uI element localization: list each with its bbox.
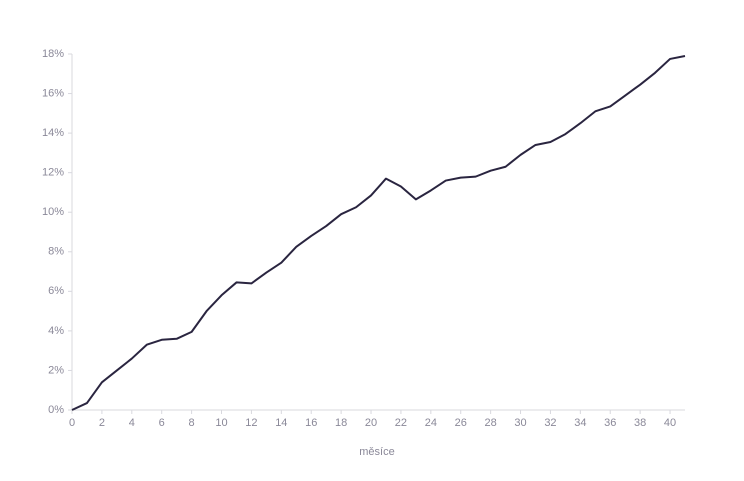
x-tick-label: 28 xyxy=(485,417,497,429)
x-tick-label: 2 xyxy=(99,417,105,429)
x-tick-label: 14 xyxy=(275,417,287,429)
x-tick-label: 16 xyxy=(305,417,317,429)
x-tick-label: 26 xyxy=(455,417,467,429)
y-tick-label: 2% xyxy=(48,364,64,376)
y-tick-label: 14% xyxy=(42,127,64,139)
x-tick-label: 34 xyxy=(574,417,586,429)
x-tick-label: 18 xyxy=(335,417,347,429)
x-tick-label: 6 xyxy=(159,417,165,429)
y-tick-label: 4% xyxy=(48,325,64,337)
y-tick-label: 8% xyxy=(48,246,64,258)
y-tick-label: 12% xyxy=(42,167,64,179)
x-tick-label: 24 xyxy=(425,417,437,429)
x-tick-label: 8 xyxy=(189,417,195,429)
x-tick-label: 22 xyxy=(395,417,407,429)
x-axis-label: měsíce xyxy=(359,446,394,458)
x-tick-label: 4 xyxy=(129,417,135,429)
y-tick-label: 16% xyxy=(42,87,64,99)
x-tick-label: 0 xyxy=(69,417,75,429)
x-tick-label: 38 xyxy=(634,417,646,429)
y-tick-label: 0% xyxy=(48,404,64,416)
x-tick-label: 20 xyxy=(365,417,377,429)
y-tick-label: 10% xyxy=(42,206,64,218)
x-tick-label: 10 xyxy=(215,417,227,429)
x-tick-label: 12 xyxy=(245,417,257,429)
x-tick-label: 30 xyxy=(514,417,526,429)
x-tick-label: 32 xyxy=(544,417,556,429)
x-tick-label: 40 xyxy=(664,417,676,429)
y-tick-label: 6% xyxy=(48,285,64,297)
y-tick-label: 18% xyxy=(42,48,64,60)
x-tick-label: 36 xyxy=(604,417,616,429)
line-series xyxy=(71,54,686,411)
